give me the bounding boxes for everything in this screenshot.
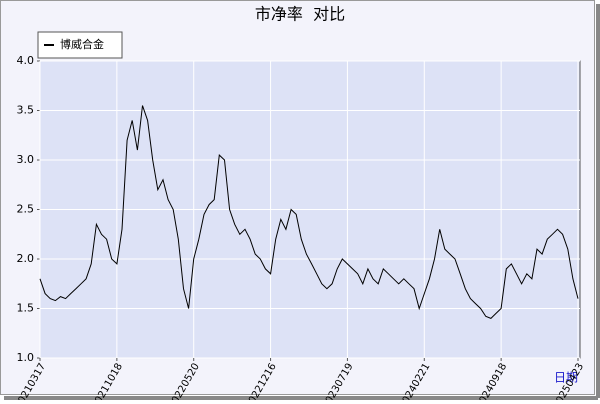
y-tick-label: 2.0: [17, 252, 35, 265]
chart-title: 市净率 对比: [255, 5, 345, 24]
y-tick-label: 1.0: [17, 351, 35, 364]
y-tick-label: 4.0: [17, 54, 35, 67]
y-tick-label: 3.5: [17, 104, 35, 117]
data-line: [39, 105, 579, 319]
y-tick-label: 2.5: [17, 203, 35, 216]
y-tick-label: 3.0: [17, 153, 35, 166]
legend-label: 博威合金: [60, 37, 104, 51]
frame-shadow: [596, 4, 600, 398]
frame-shadow: [4, 396, 598, 400]
x-axis-label: 日期: [554, 371, 578, 385]
y-tick-label: 1.5: [17, 302, 35, 315]
